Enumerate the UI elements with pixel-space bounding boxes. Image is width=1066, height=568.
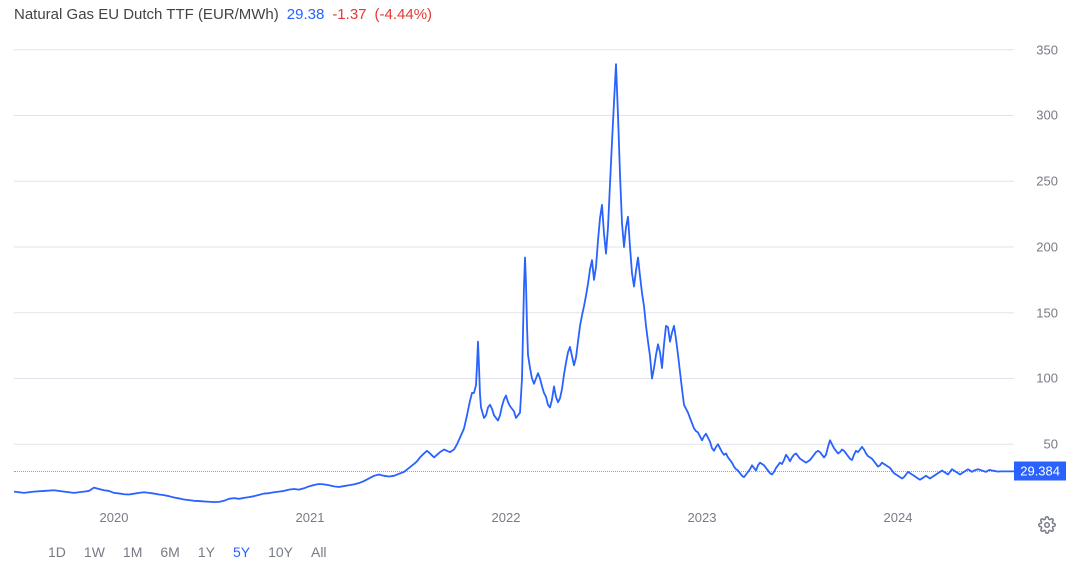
x-tick-label: 2024 bbox=[884, 510, 913, 525]
y-tick-label: 50 bbox=[1044, 437, 1058, 452]
current-price: 29.38 bbox=[287, 6, 325, 23]
range-1m[interactable]: 1M bbox=[123, 544, 142, 560]
instrument-title: Natural Gas EU Dutch TTF (EUR/MWh) bbox=[14, 6, 279, 23]
y-axis: 50 100 150 200 250 300 350 bbox=[1010, 30, 1058, 510]
range-1y[interactable]: 1Y bbox=[198, 544, 215, 560]
y-tick-label: 200 bbox=[1036, 239, 1058, 254]
y-tick-label: 300 bbox=[1036, 108, 1058, 123]
y-tick-label: 350 bbox=[1036, 42, 1058, 57]
range-1w[interactable]: 1W bbox=[84, 544, 105, 560]
range-1d[interactable]: 1D bbox=[48, 544, 66, 560]
x-tick-label: 2023 bbox=[688, 510, 717, 525]
chart-plot-area[interactable] bbox=[14, 30, 1014, 510]
y-tick-label: 250 bbox=[1036, 174, 1058, 189]
x-tick-label: 2022 bbox=[492, 510, 521, 525]
x-axis: 2020 2021 2022 2023 2024 bbox=[14, 510, 1014, 530]
range-6m[interactable]: 6M bbox=[160, 544, 179, 560]
gear-icon[interactable] bbox=[1038, 516, 1056, 534]
y-tick-label: 150 bbox=[1036, 305, 1058, 320]
x-tick-label: 2021 bbox=[296, 510, 325, 525]
chart-header: Natural Gas EU Dutch TTF (EUR/MWh) 29.38… bbox=[14, 6, 432, 23]
range-5y[interactable]: 5Y bbox=[233, 544, 250, 560]
price-change: -1.37 bbox=[332, 6, 366, 23]
x-tick-label: 2020 bbox=[100, 510, 129, 525]
y-tick-label: 100 bbox=[1036, 371, 1058, 386]
current-price-line bbox=[14, 471, 1014, 472]
range-all[interactable]: All bbox=[311, 544, 327, 560]
time-range-selector: 1D 1W 1M 6M 1Y 5Y 10Y All bbox=[48, 544, 327, 560]
current-price-badge: 29.384 bbox=[1014, 462, 1066, 481]
price-change-pct: (-4.44%) bbox=[375, 6, 433, 23]
range-10y[interactable]: 10Y bbox=[268, 544, 293, 560]
